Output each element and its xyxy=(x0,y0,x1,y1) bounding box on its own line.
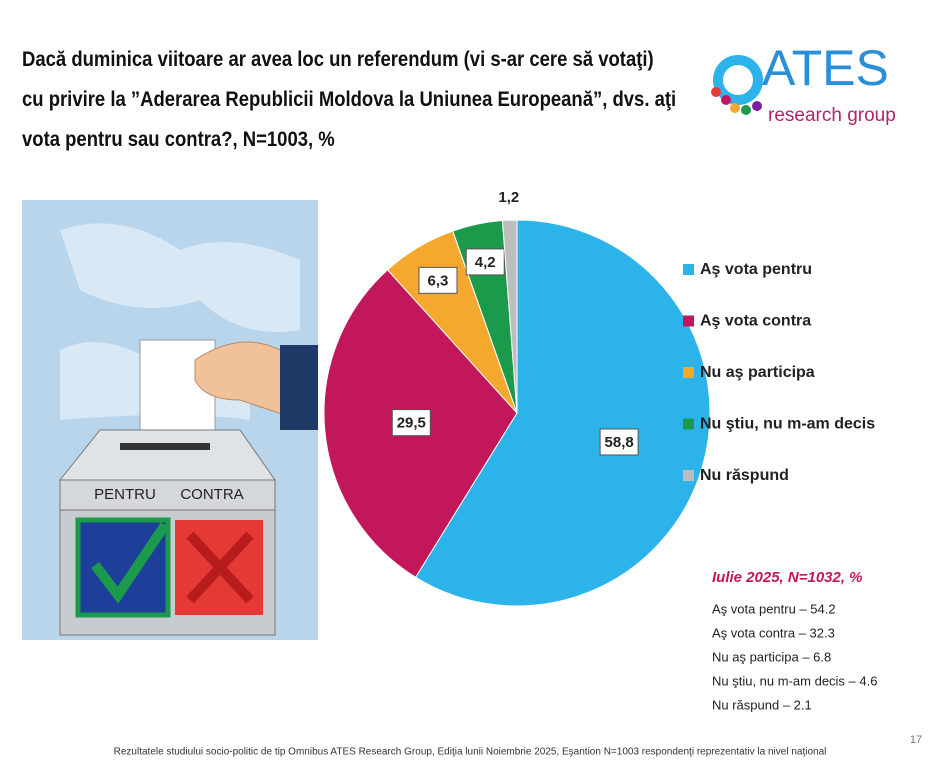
comparison-title: Iulie 2025, N=1032, % xyxy=(712,569,863,586)
legend-swatch xyxy=(683,367,694,378)
legend-label: Aş vota pentru xyxy=(700,261,812,278)
legend-label: Nu aş participa xyxy=(700,364,815,381)
pie-slice xyxy=(501,219,518,414)
data-label-box xyxy=(391,409,431,437)
pie-slice xyxy=(414,219,711,607)
data-label: 1,2 xyxy=(498,189,519,206)
comparison-item: Aş vota pentru – 54.2 xyxy=(712,601,836,616)
page-number: 17 xyxy=(910,734,922,746)
comparison-item: Nu răspund – 2.1 xyxy=(712,697,812,712)
illustration xyxy=(22,200,318,640)
logo-name: ATES xyxy=(762,40,889,96)
legend-label: Nu ştiu, nu m-am decis xyxy=(700,416,875,433)
legend-swatch xyxy=(683,418,694,430)
data-label-box xyxy=(599,428,639,456)
data-label-box xyxy=(465,248,505,276)
legend-swatch xyxy=(683,470,694,481)
logo-subtitle: research group xyxy=(768,105,896,126)
illustration-label: PENTRU xyxy=(94,486,156,503)
data-label-box xyxy=(418,266,458,294)
comparison-item: Aş vota contra – 32.3 xyxy=(712,625,835,640)
data-label: 58,8 xyxy=(605,434,634,451)
legend: Aş vota pentru Aş vota contra Nu aş partic… xyxy=(683,261,875,484)
legend-label: Aş vota contra xyxy=(700,313,811,330)
comparison: Iulie 2025, N=1032, % Aş vota pentru – 54… xyxy=(712,569,877,712)
pie-chart: 58,8 29,5 6,3 4,2 1,2 xyxy=(323,189,711,607)
legend-swatch xyxy=(683,315,694,327)
title: Dacă duminica viitoare ar avea loc un re… xyxy=(22,48,677,151)
data-label: 4,2 xyxy=(475,254,496,271)
comparison-item: Nu ştiu, nu m-am decis – 4.6 xyxy=(712,673,877,688)
data-label: 6,3 xyxy=(428,272,449,289)
data-label: 29,5 xyxy=(397,415,426,432)
comparison-item: Nu aş participa – 6.8 xyxy=(712,649,831,664)
legend-swatch xyxy=(683,264,694,275)
footer: Rezultatele studiului socio-politic de t… xyxy=(114,747,827,758)
logo-icon xyxy=(711,55,763,115)
illustration-label: CONTRA xyxy=(180,486,243,503)
legend-label: Nu răspund xyxy=(700,467,789,484)
